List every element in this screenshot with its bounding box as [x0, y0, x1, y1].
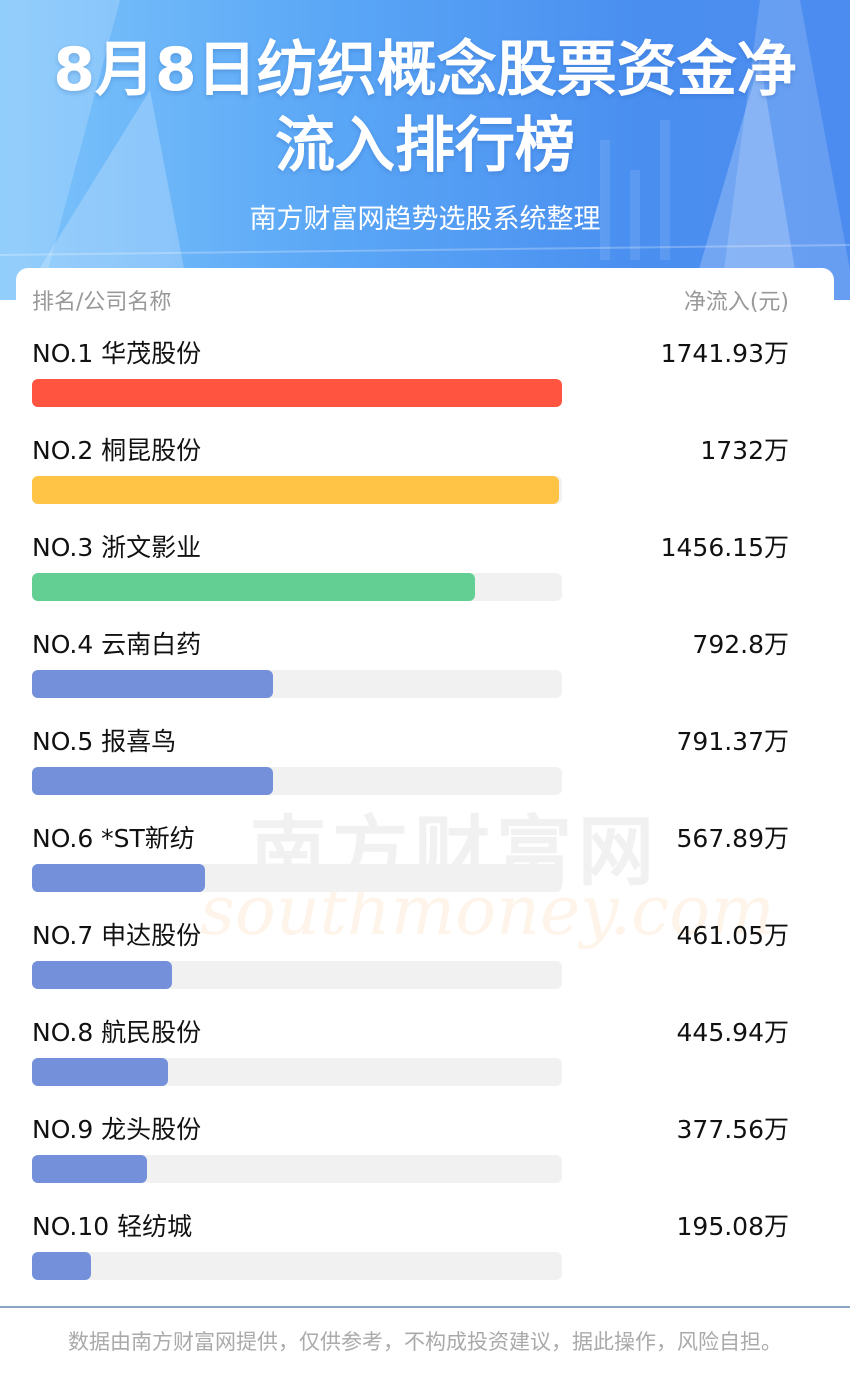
page-subtitle: 南方财富网趋势选股系统整理 — [0, 201, 850, 239]
net-inflow-value-10: 195.08万 — [677, 1210, 789, 1244]
company-name-6: NO.6 *ST新纺 — [32, 822, 195, 856]
company-name-2: NO.2 桐昆股份 — [32, 434, 201, 468]
net-inflow-value-5: 791.37万 — [677, 725, 789, 759]
net-inflow-value-6: 567.89万 — [677, 822, 789, 856]
net-inflow-value-3: 1456.15万 — [661, 531, 789, 565]
net-inflow-value-1: 1741.93万 — [661, 337, 789, 371]
bar-7 — [32, 961, 172, 989]
footer-divider — [0, 1306, 850, 1308]
bar-6 — [32, 864, 205, 892]
page-title-line-2: 流入排行榜 — [0, 109, 850, 183]
bar-10 — [32, 1252, 91, 1280]
bar-5 — [32, 767, 273, 795]
bar-track-2 — [32, 476, 562, 504]
company-name-5: NO.5 报喜鸟 — [32, 725, 176, 759]
company-name-10: NO.10 轻纺城 — [32, 1210, 192, 1244]
bar-1 — [32, 379, 562, 407]
bar-track-6 — [32, 864, 562, 892]
company-name-1: NO.1 华茂股份 — [32, 337, 201, 371]
net-inflow-value-8: 445.94万 — [677, 1016, 789, 1050]
bar-track-8 — [32, 1058, 562, 1086]
column-header-net-inflow: 净流入(元) — [684, 288, 789, 318]
company-name-9: NO.9 龙头股份 — [32, 1113, 201, 1147]
net-inflow-value-9: 377.56万 — [677, 1113, 789, 1147]
net-inflow-value-2: 1732万 — [700, 434, 789, 468]
company-name-8: NO.8 航民股份 — [32, 1016, 201, 1050]
bar-4 — [32, 670, 273, 698]
company-name-7: NO.7 申达股份 — [32, 919, 201, 953]
bar-2 — [32, 476, 559, 504]
bar-track-9 — [32, 1155, 562, 1183]
column-header-rank-company: 排名/公司名称 — [32, 288, 171, 318]
page-title-line-1: 8月8日纺织概念股票资金净 — [0, 33, 850, 107]
bar-track-3 — [32, 573, 562, 601]
bar-track-1 — [32, 379, 562, 407]
net-inflow-value-4: 792.8万 — [692, 628, 789, 662]
bar-track-10 — [32, 1252, 562, 1280]
bar-track-5 — [32, 767, 562, 795]
company-name-4: NO.4 云南白药 — [32, 628, 201, 662]
bar-8 — [32, 1058, 168, 1086]
bar-9 — [32, 1155, 147, 1183]
bar-3 — [32, 573, 475, 601]
header-banner: 8月8日纺织概念股票资金净 流入排行榜 南方财富网趋势选股系统整理 — [0, 0, 850, 300]
company-name-3: NO.3 浙文影业 — [32, 531, 201, 565]
bar-track-4 — [32, 670, 562, 698]
footer-disclaimer: 数据由南方财富网提供，仅供参考，不构成投资建议，据此操作，风险自担。 — [60, 1328, 790, 1356]
net-inflow-value-7: 461.05万 — [677, 919, 789, 953]
bar-track-7 — [32, 961, 562, 989]
